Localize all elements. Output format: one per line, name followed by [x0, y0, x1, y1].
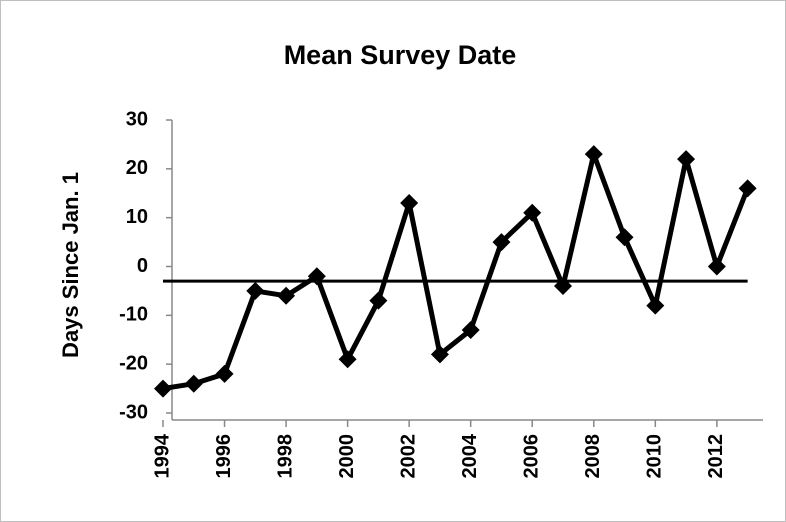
data-point	[430, 345, 449, 364]
x-tick-label: 2008	[582, 434, 604, 479]
x-tick-label: 2002	[397, 434, 419, 479]
data-point	[215, 364, 234, 383]
data-point	[277, 286, 296, 305]
x-tick-label: 2004	[459, 433, 481, 478]
data-point	[584, 145, 603, 164]
data-point	[400, 194, 419, 213]
x-tick-label: 2010	[644, 434, 666, 479]
data-point	[677, 150, 696, 169]
data-point	[184, 374, 203, 393]
y-tick-label: 20	[126, 157, 148, 179]
y-tick-label: -30	[119, 401, 148, 423]
data-point	[646, 296, 665, 315]
data-point	[492, 233, 511, 252]
data-point	[338, 350, 357, 369]
data-point	[738, 179, 757, 198]
y-tick-label: -10	[119, 304, 148, 326]
y-tick-label: 0	[137, 255, 148, 277]
data-point	[554, 277, 572, 296]
data-point	[246, 281, 265, 300]
data-point	[369, 291, 388, 310]
y-tick-label: -20	[119, 352, 148, 374]
data-point	[707, 257, 726, 276]
x-tick-label: 1998	[274, 434, 296, 479]
x-tick-label: 2006	[521, 434, 543, 479]
data-point	[154, 379, 172, 398]
data-point	[523, 203, 542, 222]
data-point	[461, 320, 480, 339]
x-tick-label: 1994	[151, 433, 173, 478]
chart-title: Mean Survey Date	[284, 40, 517, 70]
data-point	[615, 228, 634, 247]
x-tick-label: 1996	[213, 434, 235, 479]
data-point	[307, 267, 326, 286]
y-tick-label: 30	[126, 108, 148, 130]
y-axis-label: Days Since Jan. 1	[58, 172, 83, 358]
x-tick-label: 2000	[336, 434, 358, 479]
y-tick-label: 10	[126, 206, 148, 228]
x-tick-label: 2012	[705, 434, 727, 479]
